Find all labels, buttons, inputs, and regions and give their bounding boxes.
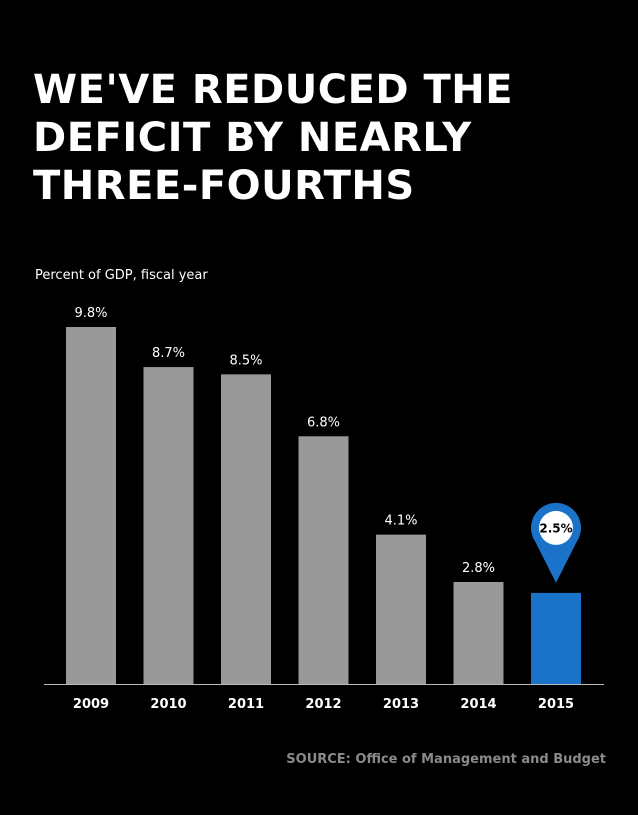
bar-2014 (453, 582, 504, 684)
x-tick-label-2013: 2013 (383, 697, 419, 712)
map-pin-inner (539, 510, 573, 545)
data-label-2012: 6.8% (307, 415, 340, 430)
data-label-2014: 2.8% (462, 561, 495, 576)
bar-2013 (376, 534, 426, 684)
x-tick-label-2015: 2015 (538, 697, 574, 712)
x-tick-label-2011: 2011 (228, 697, 264, 712)
map-pin-icon: 2.5% (531, 502, 581, 583)
bar-2011 (221, 374, 271, 684)
data-label-2009: 9.8% (74, 306, 107, 321)
x-tick-label-2012: 2012 (305, 697, 341, 712)
title-line-1: WE'VE REDUCED THE (33, 67, 514, 113)
data-label-2010: 8.7% (152, 346, 185, 361)
data-label-2013: 4.1% (384, 514, 417, 529)
x-tick-label-2009: 2009 (73, 697, 109, 712)
x-tick-label-2014: 2014 (460, 697, 496, 712)
chart-subtitle: Percent of GDP, fiscal year (35, 268, 208, 283)
title-line-2: DEFICIT BY NEARLY (33, 115, 472, 161)
source-note: SOURCE: Office of Management and Budget (286, 752, 606, 767)
bar-2015 (531, 592, 581, 684)
data-label-2015: 2.5% (539, 521, 572, 535)
x-tick-label-2010: 2010 (150, 697, 186, 712)
page-title: WE'VE REDUCED THE DEFICIT BY NEARLY THRE… (33, 66, 623, 210)
data-label-2011: 8.5% (229, 353, 262, 368)
bar-2012 (298, 436, 349, 684)
bar-2010 (143, 367, 194, 684)
title-line-3: THREE-FOURTHS (33, 163, 415, 209)
bar-2009 (66, 327, 116, 684)
